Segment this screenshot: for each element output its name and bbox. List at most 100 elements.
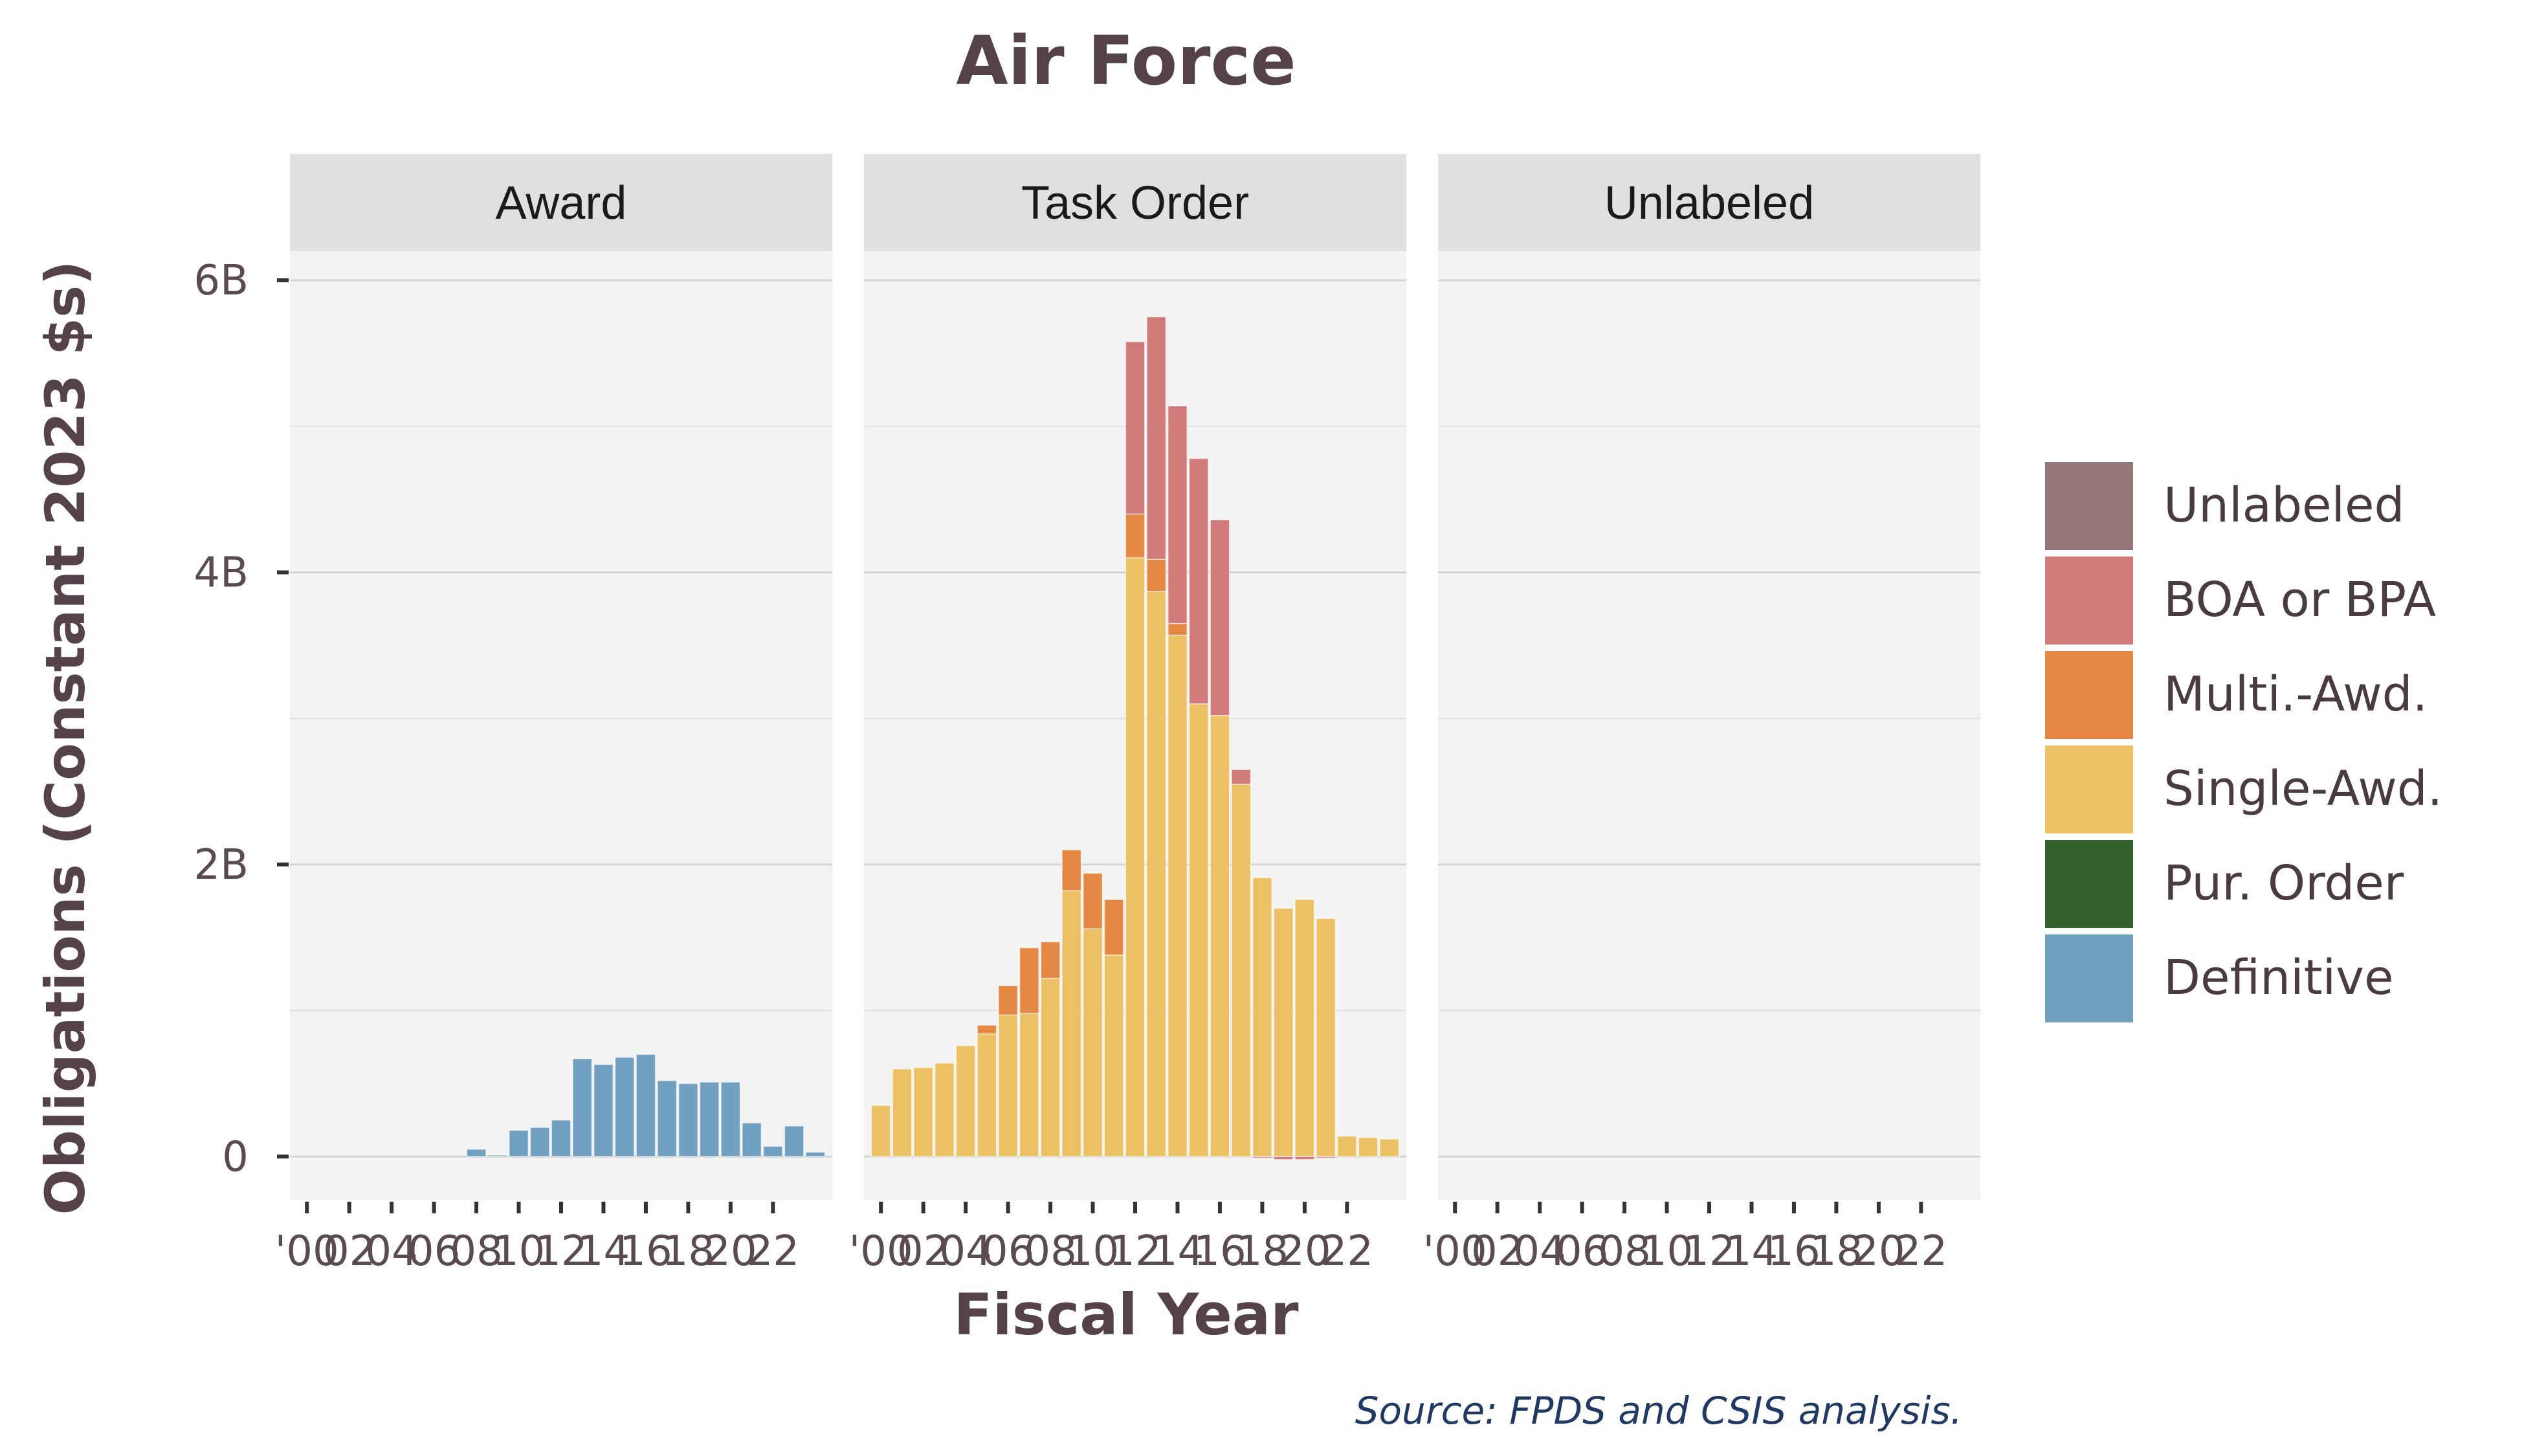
x-tick-label: 22 [1895,1228,1947,1275]
bar-definitive-2024 [805,1151,826,1158]
bar-boa-or-bpa-2017 [1231,769,1252,785]
legend-label: Single-Awd. [2164,761,2442,817]
legend-swatch [2042,648,2136,742]
x-tick-label: 10 [493,1228,545,1275]
bar-single-awd-2017 [1231,784,1252,1158]
bar-definitive-2011 [529,1127,550,1158]
bar-definitive-2012 [551,1120,571,1158]
strip-label: Unlabeled [1604,177,1814,229]
bar-single-awd-2003 [934,1063,955,1158]
x-tick-label: 06 [408,1228,460,1275]
x-tick-label: 14 [1725,1228,1778,1275]
bar-single-awd-2018 [1252,877,1272,1158]
legend: Unlabeled BOA or BPA Multi.-Awd. Single-Awd… [2042,459,2442,1025]
bar-definitive-2019 [699,1081,720,1158]
bar-definitive-2023 [784,1125,804,1158]
bar-multi-awd-2008 [1040,941,1061,979]
y-tick-label: 0 [222,1133,249,1181]
x-tick-label: 12 [535,1228,587,1275]
bar-multi-awd-2005 [977,1024,997,1035]
legend-item-multi-awd: Multi.-Awd. [2042,648,2428,742]
strip-label: Award [496,177,627,229]
x-tick-label: 02 [323,1228,375,1275]
bar-single-awd-2011 [1103,954,1124,1158]
x-tick-label: 16 [619,1228,672,1275]
bar-single-awd-2000 [870,1105,891,1158]
bar-single-awd-2009 [1061,890,1082,1158]
plot-background [290,251,832,1200]
bar-definitive-2013 [572,1058,593,1158]
bar-boa-or-bpa-2015 [1188,458,1209,705]
bar-definitive-2008 [466,1149,487,1158]
x-tick-label: 18 [1810,1228,1863,1275]
legend-item-boa-or-bpa: BOA or BPA [2042,554,2436,647]
bar-single-awd-2001 [892,1068,913,1158]
bar-multi-awd-2009 [1061,849,1082,892]
bar-multi-awd-2012 [1125,513,1146,558]
legend-item-single-awd: Single-Awd. [2042,743,2442,836]
x-tick-label: 20 [704,1228,757,1275]
bar-single-awd-2007 [1019,1013,1039,1158]
bar-single-awd-2014 [1167,634,1188,1158]
bar-definitive-2015 [614,1057,635,1158]
bar-multi-awd-2010 [1083,872,1103,929]
bar-boa-or-bpa-2013 [1146,316,1167,560]
bar-single-awd-2023 [1358,1137,1378,1158]
bar-boa-or-bpa-2012 [1125,341,1146,514]
legend-swatch [2042,932,2136,1025]
legend-swatch [2042,554,2136,647]
bar-single-awd-2021 [1316,918,1336,1158]
plot-background [1438,251,1980,1200]
x-tick-label: '00 [1423,1228,1487,1275]
x-tick-label: 02 [897,1228,949,1275]
bar-definitive-2020 [720,1081,741,1158]
x-tick-label: 10 [1067,1228,1119,1275]
legend-label: Unlabeled [2164,478,2405,533]
bar-definitive-2018 [678,1083,698,1158]
x-tick-label: '00 [849,1228,913,1275]
x-tick-label: 16 [1193,1228,1246,1275]
bar-boa-or-bpa-2019 [1273,1156,1294,1160]
x-tick-label: 22 [747,1228,799,1275]
strip-background [864,154,1406,251]
chart-title: Air Force [956,21,1296,100]
bar-single-awd-2005 [977,1033,997,1158]
x-tick-label: 18 [662,1228,714,1275]
x-tick-label: 16 [1767,1228,1820,1275]
x-tick-label: 14 [577,1228,630,1275]
x-tick-label: '00 [275,1228,339,1275]
bar-boa-or-bpa-2021 [1316,1156,1336,1159]
legend-item-pur-order: Pur. Order [2042,837,2404,931]
bar-single-awd-2019 [1273,907,1294,1158]
source-note: Source: FPDS and CSIS analysis. [1355,1389,1962,1433]
x-tick-label: 04 [1513,1228,1566,1275]
legend-label: Multi.-Awd. [2164,667,2428,722]
x-tick-label: 10 [1641,1228,1693,1275]
legend-swatch [2042,743,2136,836]
bar-single-awd-2015 [1188,703,1209,1158]
strip-background [290,154,832,251]
bar-single-awd-2004 [955,1045,976,1158]
bar-single-awd-2002 [913,1066,934,1158]
bar-single-awd-2008 [1040,978,1061,1158]
x-tick-label: 06 [1556,1228,1608,1275]
y-axis-title: Obligations (Constant 2023 $s) [34,260,97,1215]
bar-boa-or-bpa-2014 [1167,405,1188,624]
legend-swatch [2042,459,2136,553]
x-axis-title: Fiscal Year [953,1281,1299,1348]
x-tick-label: 08 [1598,1228,1650,1275]
bar-definitive-2016 [636,1053,656,1158]
legend-label: BOA or BPA [2164,572,2436,628]
x-tick-label: 22 [1321,1228,1373,1275]
bar-single-awd-2010 [1083,928,1103,1158]
x-tick-label: 08 [1024,1228,1076,1275]
bar-definitive-2022 [762,1145,783,1158]
bar-single-awd-2006 [998,1014,1019,1158]
bar-multi-awd-2014 [1167,623,1188,636]
bar-single-awd-2013 [1146,591,1167,1158]
